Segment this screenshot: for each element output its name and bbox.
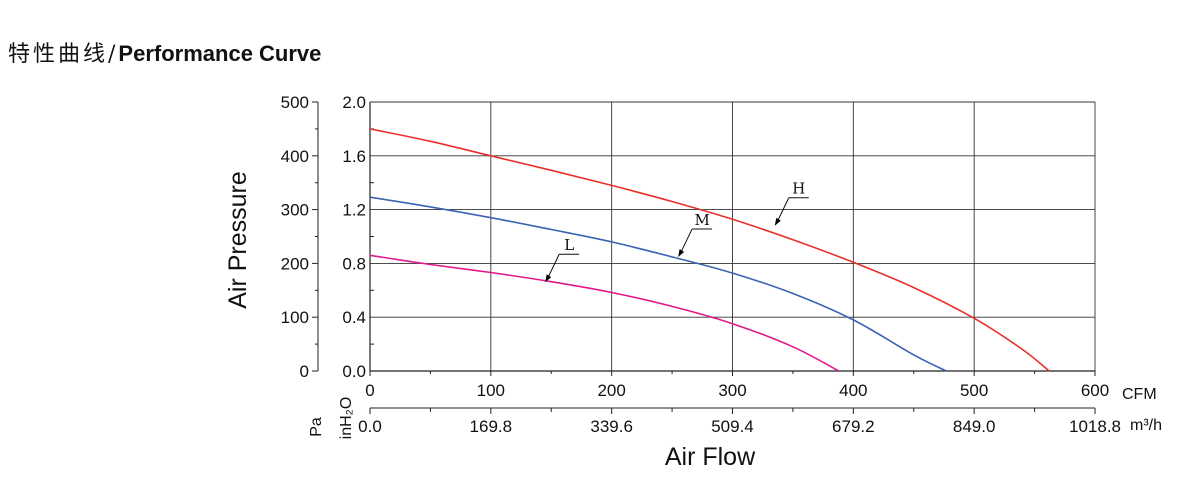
y-tick-label-inh2o: 1.6: [342, 147, 366, 166]
title-english: Performance Curve: [118, 41, 322, 66]
x-axis-title: Air Flow: [665, 443, 756, 471]
series-line-h: [369, 128, 1050, 372]
title-chinese: 特性曲线/: [8, 42, 119, 67]
annotation-leader-m: [679, 228, 693, 255]
y-tick-label-pa: 500: [281, 93, 309, 112]
annotation-arrowhead-l: [545, 274, 552, 283]
x-tick-label-cfm: 300: [718, 381, 746, 400]
y-tick-label-inh2o: 0.8: [342, 254, 366, 273]
annotation-leader-h: [776, 197, 790, 223]
annotation-label-l: L: [564, 236, 574, 254]
y-tick-label-inh2o: 0.4: [342, 308, 366, 327]
x-unit-m3h: m³/h: [1130, 417, 1162, 434]
x-tick-label-m3h: 509.4: [711, 417, 754, 436]
x-tick-label-cfm: 100: [477, 381, 505, 400]
series-line-l: [369, 254, 840, 372]
y-tick-label-pa: 100: [281, 308, 309, 327]
x-tick-label-cfm: 200: [597, 381, 625, 400]
x-tick-label-cfm: 400: [839, 381, 867, 400]
annotation-leader-l: [546, 254, 560, 280]
x-tick-label-m3h: 679.2: [832, 417, 875, 436]
annotation-label-m: M: [694, 211, 709, 229]
x-tick-label-cfm: 0: [365, 381, 374, 400]
chart-series: [369, 128, 1050, 372]
chart-axes: [312, 101, 1096, 414]
chart-grid: [370, 101, 1096, 371]
annotation-label-h: H: [792, 180, 805, 198]
y-axis-title: Air Pressure: [224, 171, 252, 309]
y-unit-inh2o: inH₂O: [338, 397, 355, 440]
y-tick-label-pa: 300: [281, 201, 309, 220]
y-tick-label-pa: 200: [281, 254, 309, 273]
y-tick-label-pa: 400: [281, 147, 309, 166]
series-line-m: [369, 196, 947, 372]
tick-labels: 0 100 200 300 400 500 0.0 0.4 0.8 1.2 1.6 2.0 0 100 20…: [281, 93, 1121, 436]
annotation-arrowhead-h: [774, 217, 781, 226]
y-tick-label-pa: 0: [300, 362, 309, 381]
y-tick-label-inh2o: 2.0: [342, 93, 366, 112]
y-unit-pa: Pa: [308, 417, 325, 437]
y-tick-label-inh2o: 0.0: [342, 362, 366, 381]
x-tick-label-m3h: 0.0: [358, 417, 382, 436]
x-tick-label-m3h: 169.8: [470, 417, 513, 436]
x-tick-label-cfm: 500: [960, 381, 988, 400]
x-tick-label-cfm: 600: [1081, 381, 1109, 400]
chart-annotations: H M L: [545, 180, 809, 283]
y-tick-label-inh2o: 1.2: [342, 201, 366, 220]
page-title: 特性曲线/Performance Curve: [8, 36, 321, 68]
x-tick-label-m3h: 849.0: [953, 417, 996, 436]
x-unit-cfm: CFM: [1122, 386, 1157, 403]
annotation-arrowhead-m: [678, 248, 685, 257]
x-tick-label-m3h: 1018.8: [1069, 417, 1121, 436]
x-tick-label-m3h: 339.6: [590, 417, 633, 436]
